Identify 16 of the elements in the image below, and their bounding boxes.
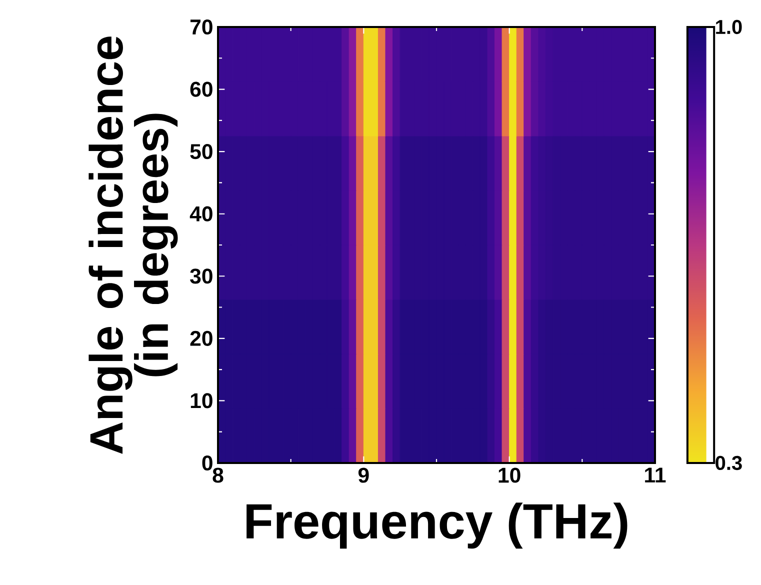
y-tick-label: 0 [202,455,212,471]
x-tick-label: 11 [645,468,666,482]
x-axis-title: Frequency (THz) [246,502,628,549]
y-tick-label: 50 [190,144,212,160]
y-tick-label: 40 [190,206,212,222]
y-tick-label: 60 [190,82,212,97]
y-tick-label: 20 [190,330,212,346]
y-tick-label: 30 [190,268,212,284]
x-tick-label: 8 [212,468,224,483]
color-bar-label: 1.0 [716,20,742,34]
color-bar-label: 0.3 [716,456,742,470]
y-tick-label: 70 [190,19,212,35]
x-tick-label: 9 [358,468,369,483]
y-tick-label: 10 [190,393,212,408]
x-tick-label: 10 [498,468,520,483]
y-axis-title: Angle of incidence (in degrees) [88,36,178,454]
